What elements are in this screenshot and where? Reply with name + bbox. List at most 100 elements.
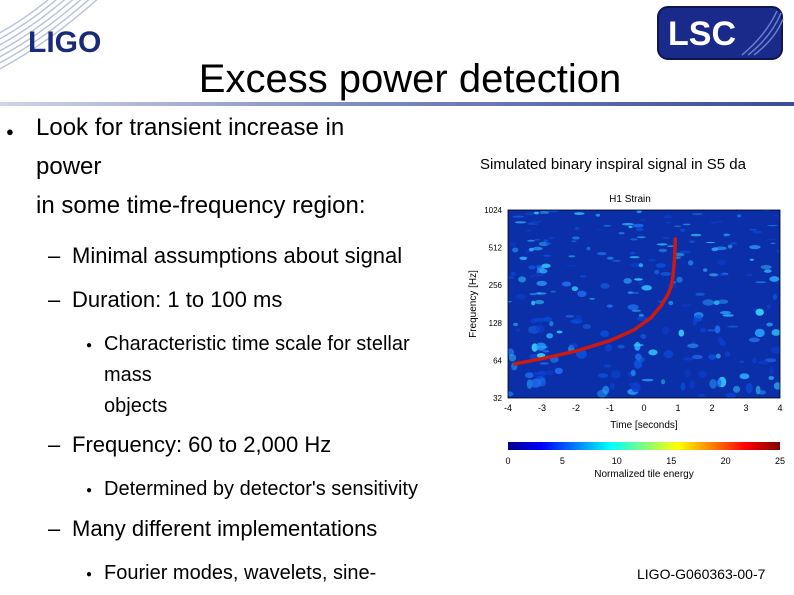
noise-tile — [749, 228, 757, 231]
noise-tile — [561, 281, 572, 287]
noise-tile — [771, 329, 780, 336]
noise-tile — [600, 330, 609, 338]
noise-tile — [654, 269, 660, 275]
noise-tile — [638, 263, 644, 268]
noise-tile — [574, 226, 580, 231]
noise-tile — [534, 317, 546, 323]
dash-icon: – — [48, 243, 61, 268]
bullet-icon: ● — [86, 340, 93, 351]
noise-tile — [640, 334, 647, 339]
noise-tile — [603, 364, 612, 368]
noise-tile — [739, 360, 745, 363]
noise-tile — [748, 337, 760, 343]
main-bullet-line-3: in some time-frequency region: — [36, 192, 366, 219]
noise-tile — [668, 300, 674, 306]
noise-tile — [661, 326, 670, 335]
noise-tile — [606, 304, 613, 308]
noise-tile — [772, 293, 777, 300]
noise-tile — [663, 215, 672, 219]
noise-tile — [525, 372, 534, 379]
noise-tile — [536, 280, 547, 286]
noise-tile — [628, 225, 633, 229]
noise-tile — [733, 385, 741, 393]
noise-tile — [688, 260, 694, 266]
noise-tile — [634, 341, 641, 351]
noise-tile — [699, 328, 707, 333]
noise-tile — [634, 278, 643, 281]
x-axis-label: Time [seconds] — [610, 420, 678, 431]
duration-item: Duration: 1 to 100 ms — [72, 287, 283, 312]
noise-tiles — [508, 210, 780, 398]
noise-tile — [715, 246, 727, 251]
noise-tile — [769, 276, 780, 282]
noise-tile — [684, 369, 691, 378]
noise-tile — [691, 354, 703, 360]
x-tick-label: 1 — [675, 403, 680, 413]
y-tick-label: 32 — [493, 394, 502, 403]
colorbar — [508, 442, 780, 450]
noise-tile — [539, 362, 549, 365]
ligo-logo: LIGO — [0, 0, 120, 80]
noise-tile — [633, 343, 644, 347]
noise-tile — [639, 218, 646, 221]
x-tick-label: -2 — [572, 403, 580, 413]
bullet-icon: ● — [6, 124, 14, 139]
noise-tile — [716, 378, 722, 388]
noise-tile — [767, 225, 778, 227]
noise-tile — [571, 286, 579, 292]
noise-tile — [674, 225, 682, 227]
noise-tile — [508, 300, 512, 303]
colorbar-label: Normalized tile energy — [594, 469, 694, 480]
bullet-icon: ● — [86, 569, 93, 580]
noise-tile — [575, 314, 582, 322]
noise-tile — [698, 370, 707, 378]
noise-tile — [676, 276, 683, 283]
noise-tile — [586, 246, 591, 251]
noise-tile — [512, 215, 525, 218]
noise-tile — [524, 250, 530, 254]
noise-tile — [538, 377, 546, 387]
main-bullet-line-2: power — [36, 153, 102, 180]
x-tick-label: -1 — [606, 403, 614, 413]
y-tick-label: 512 — [489, 244, 503, 253]
noise-tile — [768, 376, 775, 380]
noise-tile — [541, 263, 551, 268]
implementations-item: Many different implementations — [72, 516, 378, 541]
noise-tile — [537, 292, 542, 295]
noise-tile — [508, 275, 515, 280]
noise-tile — [770, 346, 780, 354]
noise-tile — [648, 349, 658, 356]
noise-tile — [543, 316, 552, 322]
noise-tile — [746, 273, 753, 277]
noise-tile — [526, 230, 532, 232]
noise-tile — [758, 390, 766, 395]
noise-tile — [718, 220, 723, 223]
colorbar-tick-label: 5 — [560, 456, 565, 466]
noise-tile — [754, 328, 765, 338]
noise-tile — [727, 244, 733, 249]
noise-tile — [611, 370, 621, 379]
noise-tile — [739, 373, 750, 380]
noise-tile — [678, 250, 691, 254]
noise-tile — [758, 360, 769, 365]
y-axis-label: Frequency [Hz] — [468, 270, 479, 338]
noise-tile — [691, 213, 703, 215]
noise-tile — [638, 280, 645, 286]
colorbar-tick-label: 15 — [666, 456, 676, 466]
noise-tile — [554, 367, 563, 375]
noise-tile — [730, 242, 738, 245]
spectrogram-figure: H1 Strain 1024 512 256 128 64 32 -4 -3 -2 -1 0 1 2 3… — [460, 188, 794, 488]
noise-tile — [531, 300, 536, 306]
noise-tile — [533, 274, 544, 277]
noise-tile — [755, 308, 764, 316]
noise-tile — [604, 344, 613, 352]
noise-tile — [628, 382, 638, 387]
y-tick-label: 256 — [489, 281, 503, 290]
noise-tile — [542, 350, 550, 353]
noise-tile — [629, 256, 640, 259]
spectrogram-background — [508, 210, 780, 398]
noise-tile — [760, 265, 772, 270]
main-bullet-line-1: Look for transient increase in — [36, 114, 345, 141]
noise-tile — [515, 328, 521, 332]
noise-tile — [641, 285, 652, 291]
